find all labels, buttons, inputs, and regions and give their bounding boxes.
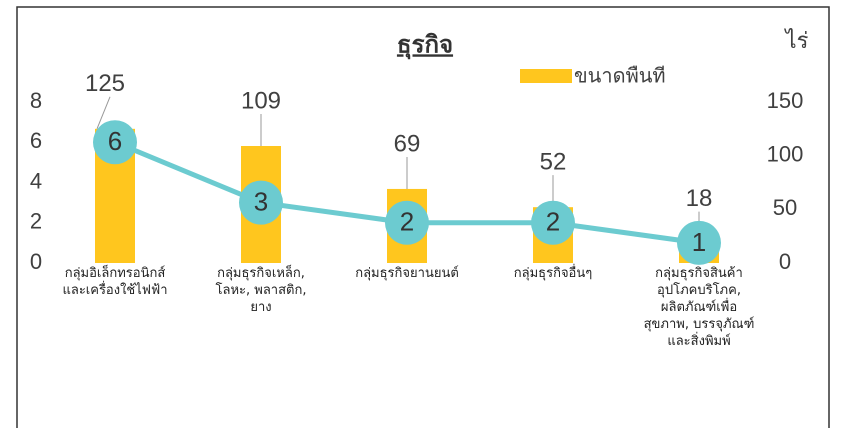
y2-tick-label: 50 — [773, 195, 797, 220]
legend-swatch — [520, 69, 572, 83]
data-label: 69 — [394, 130, 421, 157]
marker — [677, 220, 721, 265]
data-label: 18 — [686, 185, 713, 212]
y2-tick-label: 100 — [767, 141, 804, 166]
data-label: 6 — [108, 126, 122, 156]
y2-tick-label: 150 — [767, 88, 804, 113]
y2-axis-label: ไร่ — [784, 28, 809, 53]
data-label: 2 — [400, 207, 414, 237]
x-tick-label: กลุ่มธุรกิจยานยนต์ — [355, 266, 459, 281]
x-tick-label: กลุ่มธุรกิจอื่นๆ — [513, 266, 593, 281]
x-tick-label: กลุ่มอิเล็กทรอนิกส์ และเครื่องใช้ไฟฟ้า — [62, 266, 168, 298]
y-tick-label: 2 — [30, 209, 42, 234]
data-label: 109 — [241, 87, 281, 114]
data-label: 2 — [546, 207, 560, 237]
data-label: 52 — [540, 149, 567, 176]
y-tick-label: 6 — [30, 128, 42, 153]
marker — [239, 180, 283, 225]
legend-label: ขนาดพืนที — [574, 65, 666, 87]
x-tick-label: กลุ่มธุรกิจเหล็ก, โลหะ, พลาสติก, ยาง — [215, 266, 307, 315]
chart-title: ธุรกิจ — [397, 31, 453, 60]
leader-line — [96, 96, 111, 130]
y-tick-label: 4 — [30, 168, 42, 193]
y-tick-label: 8 — [30, 88, 42, 113]
x-tick-label: กลุ่มธุรกิจสินค้า อุปโภคบริโภค, ผลิตภัณฑ… — [643, 266, 755, 349]
marker — [531, 200, 575, 245]
data-label: 3 — [254, 187, 268, 217]
y2-tick-label: 0 — [779, 249, 791, 274]
data-label: 1 — [692, 227, 706, 257]
y-tick-label: 0 — [30, 249, 42, 274]
marker — [385, 200, 429, 245]
data-label: 125 — [85, 70, 125, 97]
marker — [93, 120, 137, 165]
